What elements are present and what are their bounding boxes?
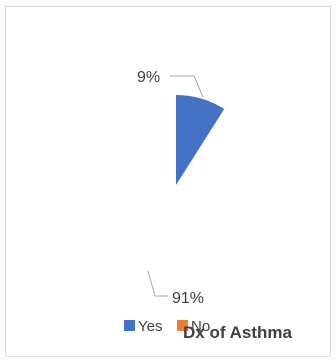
data-label-yes: 9% <box>137 69 160 86</box>
data-label-no: 91% <box>172 290 204 307</box>
legend-swatch-no <box>177 320 188 331</box>
legend-swatch-yes <box>124 320 135 331</box>
chart-frame <box>5 6 331 357</box>
chart-title: Dx of Asthma <box>183 323 292 342</box>
pie-slice-yes <box>176 95 225 185</box>
legend-label-no: No <box>191 318 210 335</box>
leader-line-yes <box>170 75 204 98</box>
legend-label-yes: Yes <box>138 318 162 335</box>
leader-line-no <box>147 270 168 297</box>
